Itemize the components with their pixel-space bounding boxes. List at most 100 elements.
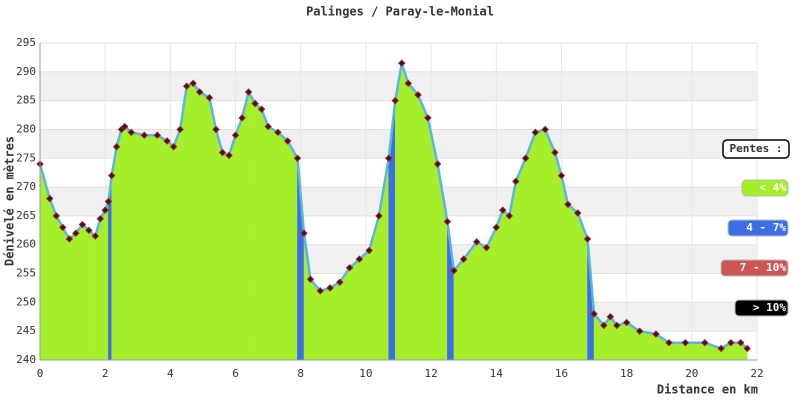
slope-segment	[116, 129, 122, 361]
point-marker	[681, 339, 690, 347]
slope-segment	[730, 342, 741, 361]
point-marker	[459, 255, 468, 263]
legend-swatch	[727, 219, 789, 237]
slope-segment	[157, 134, 168, 361]
y-tick-label: 240	[16, 353, 36, 366]
slope-segment	[515, 158, 526, 361]
legend-swatch	[720, 259, 789, 277]
point-marker	[91, 232, 100, 240]
slope-segment	[49, 198, 57, 361]
point-marker	[541, 125, 549, 134]
point-marker	[293, 154, 302, 162]
slope-segment	[199, 91, 210, 361]
legend-label: 4 - 7%	[746, 221, 786, 234]
point-marker	[163, 137, 171, 145]
y-tick-label: 265	[16, 209, 36, 222]
point-marker	[176, 125, 184, 134]
slope-segment	[192, 82, 200, 361]
slope-segment	[124, 126, 132, 361]
point-marker	[450, 266, 458, 275]
point-marker	[205, 94, 214, 102]
point-marker	[701, 339, 709, 347]
slope-segment	[616, 322, 627, 361]
slope-segment	[173, 129, 181, 361]
y-tick-label: 295	[16, 36, 36, 49]
slope-segment	[215, 129, 223, 361]
point-marker	[274, 128, 282, 137]
point-marker	[127, 128, 135, 137]
point-marker	[112, 143, 121, 151]
slope-segment	[88, 229, 96, 361]
slope-segment	[417, 94, 429, 361]
slope-segment	[121, 126, 125, 361]
slope-segment	[544, 129, 556, 361]
point-marker	[231, 131, 240, 139]
point-marker	[736, 339, 745, 347]
point-marker	[238, 114, 246, 122]
point-marker	[65, 235, 74, 243]
point-marker	[336, 278, 344, 286]
slope-segment	[496, 210, 504, 361]
point-marker	[564, 200, 572, 209]
y-tick-label: 270	[16, 180, 36, 193]
legend-title: Pentes :	[730, 142, 783, 155]
point-marker	[85, 226, 93, 235]
slope-segment	[222, 152, 230, 361]
x-tick-label: 2	[102, 367, 109, 380]
point-marker	[424, 114, 432, 122]
point-marker	[583, 235, 592, 243]
point-marker	[531, 128, 540, 137]
point-marker	[365, 246, 373, 255]
x-tick-label: 6	[232, 367, 239, 380]
x-tick-label: 4	[167, 367, 174, 380]
slope-segment	[166, 140, 174, 361]
y-tick-label: 245	[16, 324, 36, 337]
point-marker	[606, 313, 615, 321]
y-tick-label: 255	[16, 267, 36, 280]
point-marker	[551, 148, 559, 157]
slope-segment	[267, 126, 279, 361]
point-marker	[195, 88, 204, 96]
slope-segment	[668, 342, 686, 361]
slope-segment	[235, 117, 243, 361]
point-marker	[251, 99, 259, 108]
y-tick-label: 285	[16, 94, 36, 107]
point-marker	[257, 105, 266, 113]
point-marker	[499, 206, 507, 214]
slope-segment	[131, 132, 145, 361]
point-marker	[300, 229, 308, 237]
point-marker	[72, 229, 80, 237]
point-marker	[414, 91, 422, 99]
slope-segment	[82, 223, 90, 361]
point-marker	[306, 275, 315, 284]
slope-segment	[525, 132, 536, 361]
y-tick-label: 250	[16, 295, 36, 308]
slope-segment	[394, 63, 403, 361]
slope-segment	[69, 232, 77, 361]
point-marker	[107, 171, 116, 180]
point-marker	[622, 318, 631, 327]
legend-label: < 4%	[760, 181, 787, 194]
x-tick-label: 14	[490, 367, 504, 380]
point-marker	[635, 327, 644, 335]
point-marker	[59, 223, 67, 232]
slope-segment	[639, 330, 657, 361]
slope-segment	[254, 102, 262, 361]
point-marker	[600, 321, 608, 330]
point-marker	[283, 137, 292, 145]
point-marker	[590, 310, 598, 318]
slope-segment	[685, 342, 706, 361]
point-marker	[182, 82, 191, 90]
point-marker	[473, 238, 481, 246]
y-axis-label: Dénivelé en mètres	[3, 136, 17, 266]
x-axis-label: Distance en km	[657, 383, 758, 397]
slope-segment	[453, 258, 464, 361]
slope-segment	[567, 203, 578, 361]
slope-segment	[144, 134, 158, 361]
point-marker	[512, 177, 520, 186]
point-marker	[404, 79, 412, 88]
point-marker	[104, 197, 113, 206]
slope-segment	[95, 218, 101, 361]
point-marker	[140, 131, 148, 139]
slope-segment	[100, 209, 106, 361]
